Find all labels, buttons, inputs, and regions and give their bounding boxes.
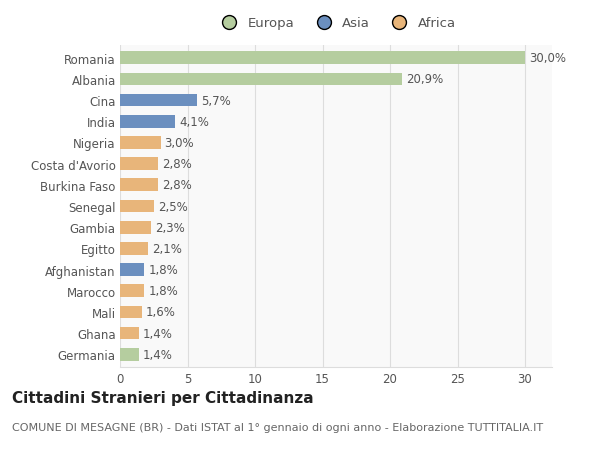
Text: 3,0%: 3,0% — [164, 137, 194, 150]
Bar — [120, 116, 175, 129]
Bar — [120, 179, 158, 192]
Text: 20,9%: 20,9% — [406, 73, 443, 86]
Legend: Europa, Asia, Africa: Europa, Asia, Africa — [214, 15, 458, 33]
Bar — [120, 285, 145, 297]
Text: 4,1%: 4,1% — [179, 116, 209, 129]
Bar — [120, 73, 402, 86]
Bar — [120, 327, 139, 340]
Bar — [120, 242, 148, 255]
Bar — [120, 52, 525, 65]
Text: 5,7%: 5,7% — [201, 95, 231, 107]
Text: COMUNE DI MESAGNE (BR) - Dati ISTAT al 1° gennaio di ogni anno - Elaborazione TU: COMUNE DI MESAGNE (BR) - Dati ISTAT al 1… — [12, 422, 543, 432]
Bar — [120, 137, 161, 150]
Text: 1,8%: 1,8% — [148, 285, 178, 297]
Text: 2,3%: 2,3% — [155, 221, 185, 234]
Text: 30,0%: 30,0% — [529, 52, 566, 65]
Bar — [120, 95, 197, 107]
Text: 2,1%: 2,1% — [152, 242, 182, 255]
Text: 2,8%: 2,8% — [162, 158, 191, 171]
Text: 1,8%: 1,8% — [148, 263, 178, 276]
Bar — [120, 200, 154, 213]
Bar — [120, 221, 151, 234]
Bar — [120, 158, 158, 171]
Bar — [120, 263, 145, 276]
Bar — [120, 306, 142, 319]
Text: Cittadini Stranieri per Cittadinanza: Cittadini Stranieri per Cittadinanza — [12, 390, 314, 405]
Text: 1,4%: 1,4% — [143, 327, 173, 340]
Text: 2,8%: 2,8% — [162, 179, 191, 192]
Bar — [120, 348, 139, 361]
Text: 2,5%: 2,5% — [158, 200, 188, 213]
Text: 1,6%: 1,6% — [146, 306, 176, 319]
Text: 1,4%: 1,4% — [143, 348, 173, 361]
